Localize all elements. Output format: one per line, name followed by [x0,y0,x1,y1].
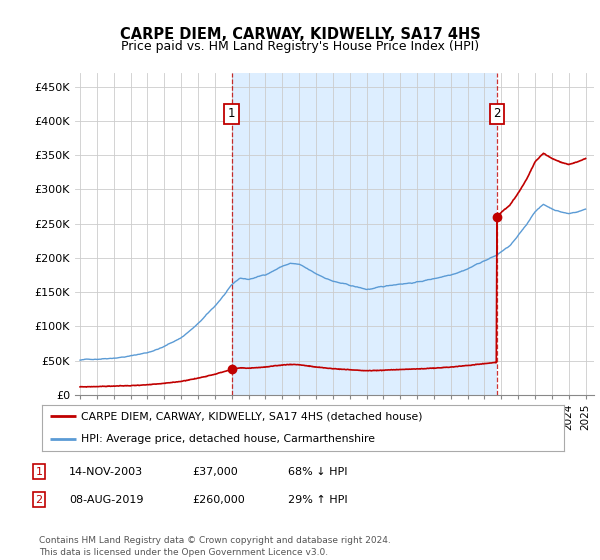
Text: 68% ↓ HPI: 68% ↓ HPI [288,466,347,477]
Text: 2: 2 [35,494,43,505]
Text: CARPE DIEM, CARWAY, KIDWELLY, SA17 4HS: CARPE DIEM, CARWAY, KIDWELLY, SA17 4HS [119,27,481,42]
Text: £37,000: £37,000 [192,466,238,477]
Text: 14-NOV-2003: 14-NOV-2003 [69,466,143,477]
Text: Price paid vs. HM Land Registry's House Price Index (HPI): Price paid vs. HM Land Registry's House … [121,40,479,53]
Text: CARPE DIEM, CARWAY, KIDWELLY, SA17 4HS (detached house): CARPE DIEM, CARWAY, KIDWELLY, SA17 4HS (… [81,412,422,421]
Bar [232,73,497,395]
Text: 1: 1 [35,466,43,477]
Text: 08-AUG-2019: 08-AUG-2019 [69,494,143,505]
Text: HPI: Average price, detached house, Carmarthenshire: HPI: Average price, detached house, Carm… [81,435,375,444]
Text: £260,000: £260,000 [192,494,245,505]
Text: 2: 2 [493,108,501,120]
Text: 1: 1 [228,108,235,120]
Text: 29% ↑ HPI: 29% ↑ HPI [288,494,347,505]
Text: Contains HM Land Registry data © Crown copyright and database right 2024.
This d: Contains HM Land Registry data © Crown c… [39,536,391,557]
